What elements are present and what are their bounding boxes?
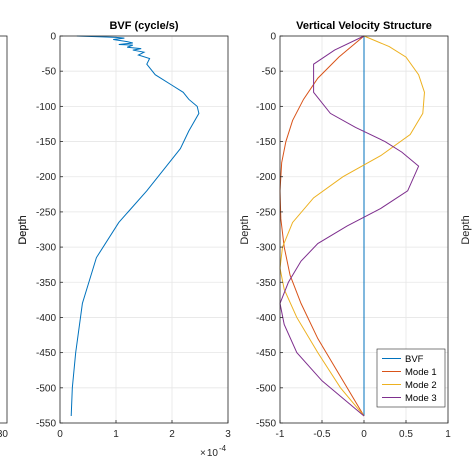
bvf-ytick-label: -450 [36,348,56,359]
bvf-ytick-label: -500 [36,383,56,394]
velocity-xtick-label: -1 [276,429,285,440]
velocity-ytick-label: -150 [256,137,276,148]
bvf-ytick-label: -100 [36,102,56,113]
bvf-ytick-label: -250 [36,207,56,218]
right-partial-ylabel: Depth [460,215,472,244]
bvf-ytick-label: -150 [36,137,56,148]
left-partial-ylabel: Depth [17,215,29,244]
velocity-ytick-label: -100 [256,102,276,113]
velocity-ytick-label: -250 [256,207,276,218]
bvf-ytick-label: -350 [36,278,56,289]
velocity-ytick-label: -400 [256,313,276,324]
velocity-title: Vertical Velocity Structure [296,20,432,32]
velocity-legend: BVF Mode 1 Mode 2 Mode 3 [376,348,446,408]
velocity-ytick-label: 0 [270,32,276,43]
velocity-ytick-label: -200 [256,172,276,183]
velocity-ticks: -1 -0.5 0 0.5 1 0 -50 -100 -150 -200 -250 -300 -350 -… [256,32,451,441]
bvf-x-exponent-times: × [200,448,206,459]
bvf-line-series-0 [70,35,200,416]
bvf-ytick-label: -50 [42,67,57,78]
bvf-series-group [70,35,200,416]
bvf-axes-frame [59,35,229,424]
bvf-ticks: 0 1 2 3 0 -50 -100 -150 -200 -250 -300 -350 -400 -450… [36,32,231,441]
velocity-legend-label-mode-3: Mode 3 [405,393,437,404]
bvf-ytick-label: -300 [36,243,56,254]
velocity-xtick-label: 1 [445,429,451,440]
velocity-legend-label-mode-2: Mode 2 [405,380,437,391]
bvf-x-exponent-base: 10 [207,448,219,459]
bvf-ytick-label: -200 [36,172,56,183]
bvf-title: BVF (cycle/s) [109,20,178,32]
bvf-ytick-label: -400 [36,313,56,324]
velocity-ytick-label: -500 [256,383,276,394]
velocity-ytick-label: -550 [256,419,276,430]
velocity-ylabel: Depth [239,215,251,244]
svg-text:×10: ×10 [200,448,218,459]
velocity-xtick-label: 0.5 [399,429,413,440]
bvf-chart: 0 1 2 3 0 -50 -100 -150 -200 -250 -300 -350 -400 -450… [17,20,231,459]
bvf-xtick-label: 2 [169,429,175,440]
bvf-grid [59,35,229,424]
bvf-plot-area [60,36,228,423]
velocity-ytick-label: -350 [256,278,276,289]
left-partial-frame [0,35,8,424]
velocity-xtick-label: 0 [361,429,367,440]
left-partial-xtick: 30 [0,429,8,440]
bvf-xtick-label: 3 [225,429,231,440]
velocity-line-mode-3 [279,35,420,417]
velocity-ytick-label: -50 [262,67,277,78]
left-partial-axes: 30 Depth [0,35,29,440]
bvf-ylabel: Depth [17,215,29,244]
velocity-ytick-label: -450 [256,348,276,359]
velocity-line-mode-2 [279,35,425,417]
bvf-ytick-label: -550 [36,419,56,430]
bvf-xtick-label: 1 [113,429,119,440]
bvf-ytick-label: 0 [50,32,56,43]
bvf-xtick-label: 0 [57,429,63,440]
velocity-ytick-label: -300 [256,243,276,254]
velocity-legend-label-mode-1: Mode 1 [405,367,437,378]
velocity-chart: -1 -0.5 0 0.5 1 0 -50 -100 -150 -200 -250 -300 -350 -… [239,20,451,440]
bvf-x-exponent-power: -4 [219,444,227,453]
velocity-xtick-label: -0.5 [313,429,331,440]
velocity-legend-label-bvf: BVF [405,354,424,365]
bvf-x-exponent: ×10 -4 [200,444,227,459]
